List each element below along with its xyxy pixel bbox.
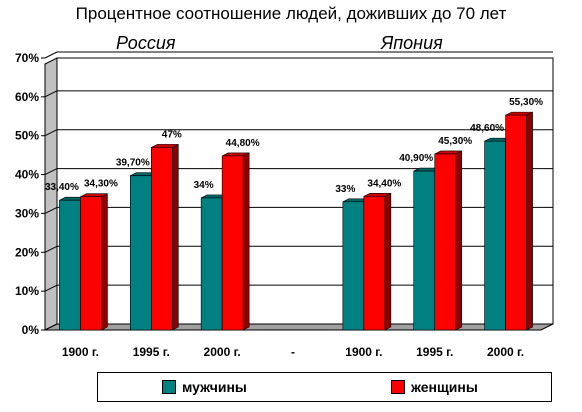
bar-side-women bbox=[384, 192, 392, 331]
legend-item-women: женщины bbox=[391, 379, 478, 395]
bar-side-women bbox=[101, 193, 108, 331]
bar-men bbox=[59, 199, 81, 331]
legend: мужчины женщины bbox=[97, 372, 552, 402]
gridline-depth bbox=[44, 206, 58, 214]
bar-women bbox=[80, 196, 102, 331]
x-category-label: 1995 г. bbox=[133, 345, 170, 359]
bar-chart: 0% 10% 20% 30% 40% 50% 60% 70% 1900 г. 33,40% 34,3… bbox=[15, 51, 554, 359]
bar-women bbox=[434, 153, 457, 331]
bar-men bbox=[342, 201, 365, 331]
plot-floor bbox=[44, 323, 554, 331]
bar-men bbox=[129, 175, 152, 331]
gridline-depth bbox=[44, 245, 58, 253]
group-label-russia: Россия bbox=[116, 33, 176, 53]
group-label-japan: Япония bbox=[381, 33, 443, 53]
bar-men bbox=[413, 170, 436, 331]
legend-label-men: мужчины bbox=[182, 379, 247, 395]
legend-swatch-women bbox=[391, 380, 405, 394]
data-label: 47% bbox=[162, 129, 182, 140]
bar-women bbox=[363, 196, 386, 331]
data-label: 44,80% bbox=[226, 138, 260, 149]
data-label: 33% bbox=[335, 184, 355, 195]
y-tick-label: 0% bbox=[22, 323, 40, 337]
bar-men bbox=[484, 140, 506, 331]
gridline-depth bbox=[44, 129, 58, 137]
data-label: 34,40% bbox=[367, 178, 401, 189]
bar-side-women bbox=[242, 152, 250, 331]
legend-label-women: женщины bbox=[411, 379, 478, 395]
data-label: 34% bbox=[194, 180, 214, 191]
x-category-label: 2000 г. bbox=[204, 345, 241, 359]
legend-swatch-men bbox=[162, 380, 176, 394]
x-category-label: 1995 г. bbox=[416, 345, 453, 359]
bar-women bbox=[505, 114, 527, 331]
gridline-depth bbox=[44, 90, 58, 98]
gridline-depth bbox=[44, 284, 58, 292]
x-category-label: 1900 г. bbox=[62, 345, 99, 359]
y-tick-label: 30% bbox=[15, 206, 39, 220]
legend-item-men: мужчины bbox=[162, 379, 247, 395]
bar-side-women bbox=[171, 143, 179, 331]
chart-title: Процентное соотношение людей, доживших д… bbox=[75, 4, 507, 23]
bar-men bbox=[200, 197, 223, 331]
data-label: 39,70% bbox=[116, 158, 150, 169]
y-tick-label: 20% bbox=[15, 245, 39, 259]
gridline-depth bbox=[44, 51, 58, 59]
x-category-label: - bbox=[291, 345, 295, 359]
y-tick-label: 60% bbox=[15, 90, 39, 104]
bar-side-women bbox=[455, 150, 463, 331]
bar-women bbox=[150, 147, 173, 331]
y-tick-label: 50% bbox=[15, 129, 39, 143]
data-label: 55,30% bbox=[509, 97, 543, 108]
y-tick-label: 40% bbox=[15, 168, 39, 182]
data-label: 40,90% bbox=[399, 153, 433, 164]
y-tick-label: 10% bbox=[15, 284, 39, 298]
x-category-label: 1900 г. bbox=[345, 345, 382, 359]
x-category-label: 2000 г. bbox=[487, 345, 524, 359]
data-label: 48,60% bbox=[470, 123, 504, 134]
bar-side-women bbox=[526, 111, 533, 331]
gridline-depth bbox=[44, 168, 58, 176]
bar-women bbox=[221, 155, 244, 331]
data-label: 34,30% bbox=[84, 179, 118, 190]
plot-side-wall bbox=[44, 57, 58, 331]
y-tick-label: 70% bbox=[15, 51, 39, 65]
data-label: 33,40% bbox=[45, 182, 79, 193]
data-label: 45,30% bbox=[438, 136, 472, 147]
